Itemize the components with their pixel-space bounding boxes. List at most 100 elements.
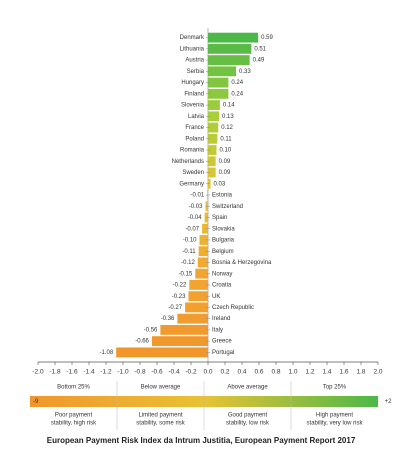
value-label: 0.49: [253, 58, 265, 64]
legend-header: Bottom 25%: [57, 385, 90, 391]
category-label: Germany: [179, 181, 204, 187]
category-label: Bosnia & Herzegovina: [212, 260, 272, 266]
bar: [177, 313, 208, 324]
bar: [189, 280, 208, 290]
category-label: Portugal: [212, 350, 234, 356]
value-label: -0.12: [181, 260, 195, 266]
value-label: 0.11: [220, 136, 232, 142]
category-label: Spain: [212, 215, 227, 221]
x-tick-label: 1.0: [288, 369, 297, 376]
bar: [197, 257, 208, 268]
category-label: Finland: [184, 91, 204, 97]
legend-description: Limited payment: [138, 413, 182, 419]
x-tick-label: 1.2: [305, 369, 314, 376]
bar: [208, 100, 220, 110]
category-label: France: [185, 125, 204, 131]
value-label: 0.10: [220, 148, 232, 154]
bar: [160, 324, 208, 335]
x-tick-label: 1.4: [322, 369, 331, 376]
value-label: 0.14: [223, 103, 235, 109]
bar: [208, 111, 220, 122]
x-tick-label: -0.2: [185, 369, 197, 376]
bar: [198, 246, 208, 257]
category-label: Norway: [212, 271, 232, 277]
value-label: 0.09: [219, 170, 231, 176]
category-label: Ireland: [212, 316, 230, 322]
legend-description: Poor payment: [55, 413, 93, 419]
value-label: 0.59: [261, 35, 273, 41]
value-label: -0.07: [185, 226, 199, 232]
value-label: -0.56: [144, 327, 158, 333]
bar: [208, 32, 259, 43]
x-tick-label: -2.0: [32, 369, 44, 376]
bar: [151, 336, 208, 347]
bar: [188, 291, 208, 302]
category-label: Austria: [185, 58, 204, 64]
bar: [199, 235, 208, 245]
category-label: Hungary: [181, 80, 204, 86]
bar: [208, 55, 250, 66]
value-label: -0.27: [168, 305, 182, 311]
x-tick-label: 0.2: [220, 369, 229, 376]
value-label: -0.36: [161, 316, 175, 322]
legend-description: Good payment: [228, 413, 268, 419]
x-tick-label: -1.6: [66, 369, 78, 376]
category-label: Lithuania: [180, 46, 205, 52]
x-tick-label: -0.4: [168, 369, 180, 376]
value-label: -0.23: [172, 294, 186, 300]
value-label: -0.03: [189, 204, 203, 210]
x-tick-label: 2.0: [373, 369, 382, 376]
legend-header: Above average: [227, 385, 268, 391]
bar: [208, 88, 229, 99]
category-label: Czech Republic: [212, 305, 254, 311]
x-tick-label: -1.8: [49, 369, 61, 376]
value-label: 0.12: [221, 125, 233, 131]
value-label: -0.10: [183, 238, 197, 244]
bar: [208, 43, 252, 54]
value-label: -0.11: [182, 249, 196, 255]
x-tick-label: -0.8: [134, 369, 146, 376]
x-tick-label: -1.4: [83, 369, 95, 376]
bar: [202, 223, 208, 234]
bar: [208, 167, 216, 178]
legend-high-end: +2: [385, 399, 393, 405]
value-label: 0.24: [231, 91, 243, 97]
bar: [208, 77, 229, 88]
category-label: Romania: [180, 148, 205, 154]
value-label: -0.22: [173, 283, 187, 289]
value-label: 0.09: [219, 159, 231, 165]
category-label: Italy: [212, 327, 223, 333]
x-tick-label: 1.8: [356, 369, 365, 376]
category-label: Croatia: [212, 283, 232, 289]
x-tick-label: 1.6: [339, 369, 348, 376]
x-tick-label: 0.8: [271, 369, 280, 376]
category-label: Netherlands: [172, 159, 204, 165]
value-label: 0.33: [239, 69, 251, 75]
bar: [208, 133, 218, 144]
category-label: Belgium: [212, 249, 234, 255]
bar: [208, 156, 216, 167]
category-label: Bulgaria: [212, 238, 235, 244]
x-tick-label: 0.6: [254, 369, 263, 376]
bar: [185, 302, 208, 313]
value-label: -0.15: [179, 271, 193, 277]
value-label: -1.08: [100, 350, 114, 356]
legend-description: stability, low risk: [226, 421, 270, 427]
bar: [116, 347, 208, 358]
legend-header: Below average: [141, 385, 181, 391]
category-label: Slovakia: [212, 226, 235, 232]
category-label: Poland: [185, 136, 204, 142]
value-label: -0.66: [135, 339, 149, 345]
value-label: 0.13: [222, 114, 234, 120]
x-tick-label: -0.6: [151, 369, 163, 376]
category-label: UK: [212, 294, 220, 300]
category-label: Estonia: [212, 193, 233, 199]
legend-description: High payment: [316, 413, 353, 419]
x-tick-label: 0.0: [203, 369, 212, 376]
category-label: Sweden: [182, 170, 204, 176]
bar: [208, 122, 219, 133]
value-label: 0.24: [231, 80, 243, 86]
legend-description: stability, high risk: [51, 421, 97, 427]
x-tick-label: -1.2: [100, 369, 112, 376]
